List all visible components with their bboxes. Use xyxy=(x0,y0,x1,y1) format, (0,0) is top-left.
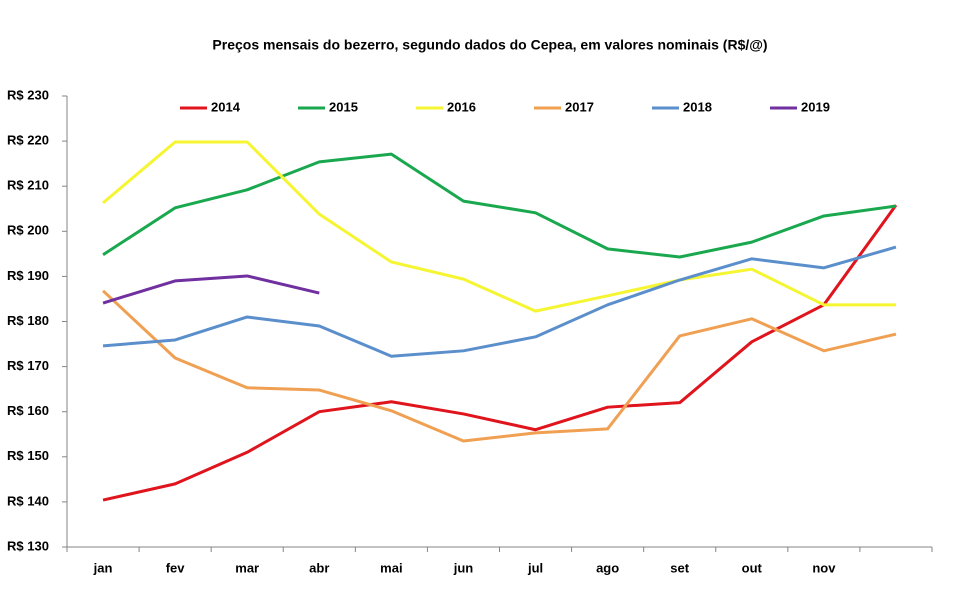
x-tick-label: mai xyxy=(380,560,402,575)
y-tick-label: R$ 130 xyxy=(7,538,49,553)
x-tick-label: fev xyxy=(166,560,186,575)
y-tick-label: R$ 220 xyxy=(7,133,49,148)
y-tick-label: R$ 150 xyxy=(7,448,49,463)
series-line xyxy=(102,289,897,443)
legend-label: 2014 xyxy=(211,99,241,114)
legend-label: 2018 xyxy=(683,99,712,114)
x-tick-label: mar xyxy=(235,560,259,575)
series-line xyxy=(102,152,897,259)
y-tick-label: R$ 200 xyxy=(7,223,49,238)
y-tick-label: R$ 140 xyxy=(7,493,49,508)
x-tick-label: jul xyxy=(527,560,543,575)
x-tick-label: jan xyxy=(93,560,113,575)
series-line xyxy=(102,140,896,313)
legend-label: 2019 xyxy=(801,99,830,114)
x-tick-label: jun xyxy=(453,560,474,575)
y-tick-label: R$ 230 xyxy=(7,87,49,102)
series-line xyxy=(102,204,898,502)
y-tick-label: R$ 210 xyxy=(7,178,49,193)
x-tick-label: nov xyxy=(812,560,836,575)
x-tick-label: ago xyxy=(596,560,619,575)
y-tick-label: R$ 160 xyxy=(7,403,49,418)
series-line xyxy=(102,245,897,358)
y-tick-label: R$ 170 xyxy=(7,358,49,373)
series-line xyxy=(102,274,320,305)
x-tick-label: abr xyxy=(309,560,329,575)
x-tick-label: set xyxy=(670,560,689,575)
y-tick-label: R$ 180 xyxy=(7,313,49,328)
legend-label: 2015 xyxy=(329,99,358,114)
x-tick-label: out xyxy=(742,560,763,575)
y-tick-label: R$ 190 xyxy=(7,268,49,283)
chart-title: Preços mensais do bezerro, segundo dados… xyxy=(212,37,767,53)
legend-label: 2017 xyxy=(565,99,594,114)
legend-label: 2016 xyxy=(447,99,476,114)
